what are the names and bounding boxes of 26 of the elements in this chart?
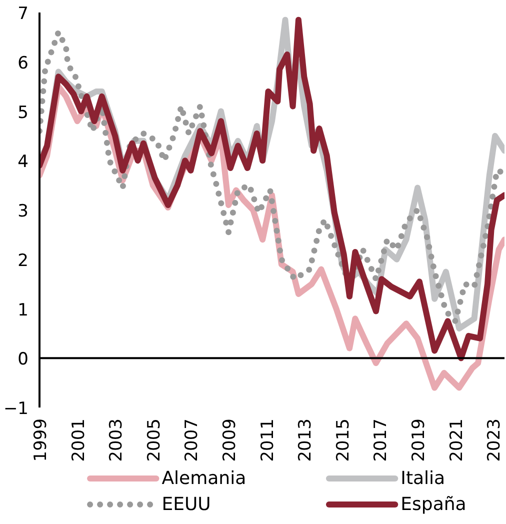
y-tick-label: 7 [18,4,29,24]
x-tick-label: 2003 [106,418,127,462]
x-tick-label: 2021 [446,418,467,462]
x-tick-label: 2009 [220,418,240,462]
legend-label: España [400,494,466,515]
y-tick-label: 0 [18,350,29,370]
x-tick-label: 2007 [182,418,202,462]
y-tick-label: −1 [3,399,28,419]
y-tick-label: 1 [18,300,29,320]
x-tick-label: 2013 [296,418,316,462]
x-tick-label: 2011 [258,418,278,462]
y-tick-label: 3 [18,202,29,222]
y-tick-label: 6 [18,53,29,74]
y-tick-label: 4 [18,152,29,172]
legend-label: Alemania [162,468,246,489]
legend-label: EEUU [162,494,211,515]
y-tick-label: 2 [18,250,29,271]
x-tick-label: 2017 [371,418,392,462]
legend-label: Italia [400,468,446,489]
x-tick-label: 2019 [409,418,430,462]
x-tick-label: 2023 [484,418,505,462]
x-tick-label: 1999 [31,418,51,462]
x-tick-label: 2001 [68,418,89,462]
y-tick-label: 5 [18,102,29,123]
x-tick-label: 2015 [333,418,354,462]
x-tick-label: 2005 [144,418,164,462]
